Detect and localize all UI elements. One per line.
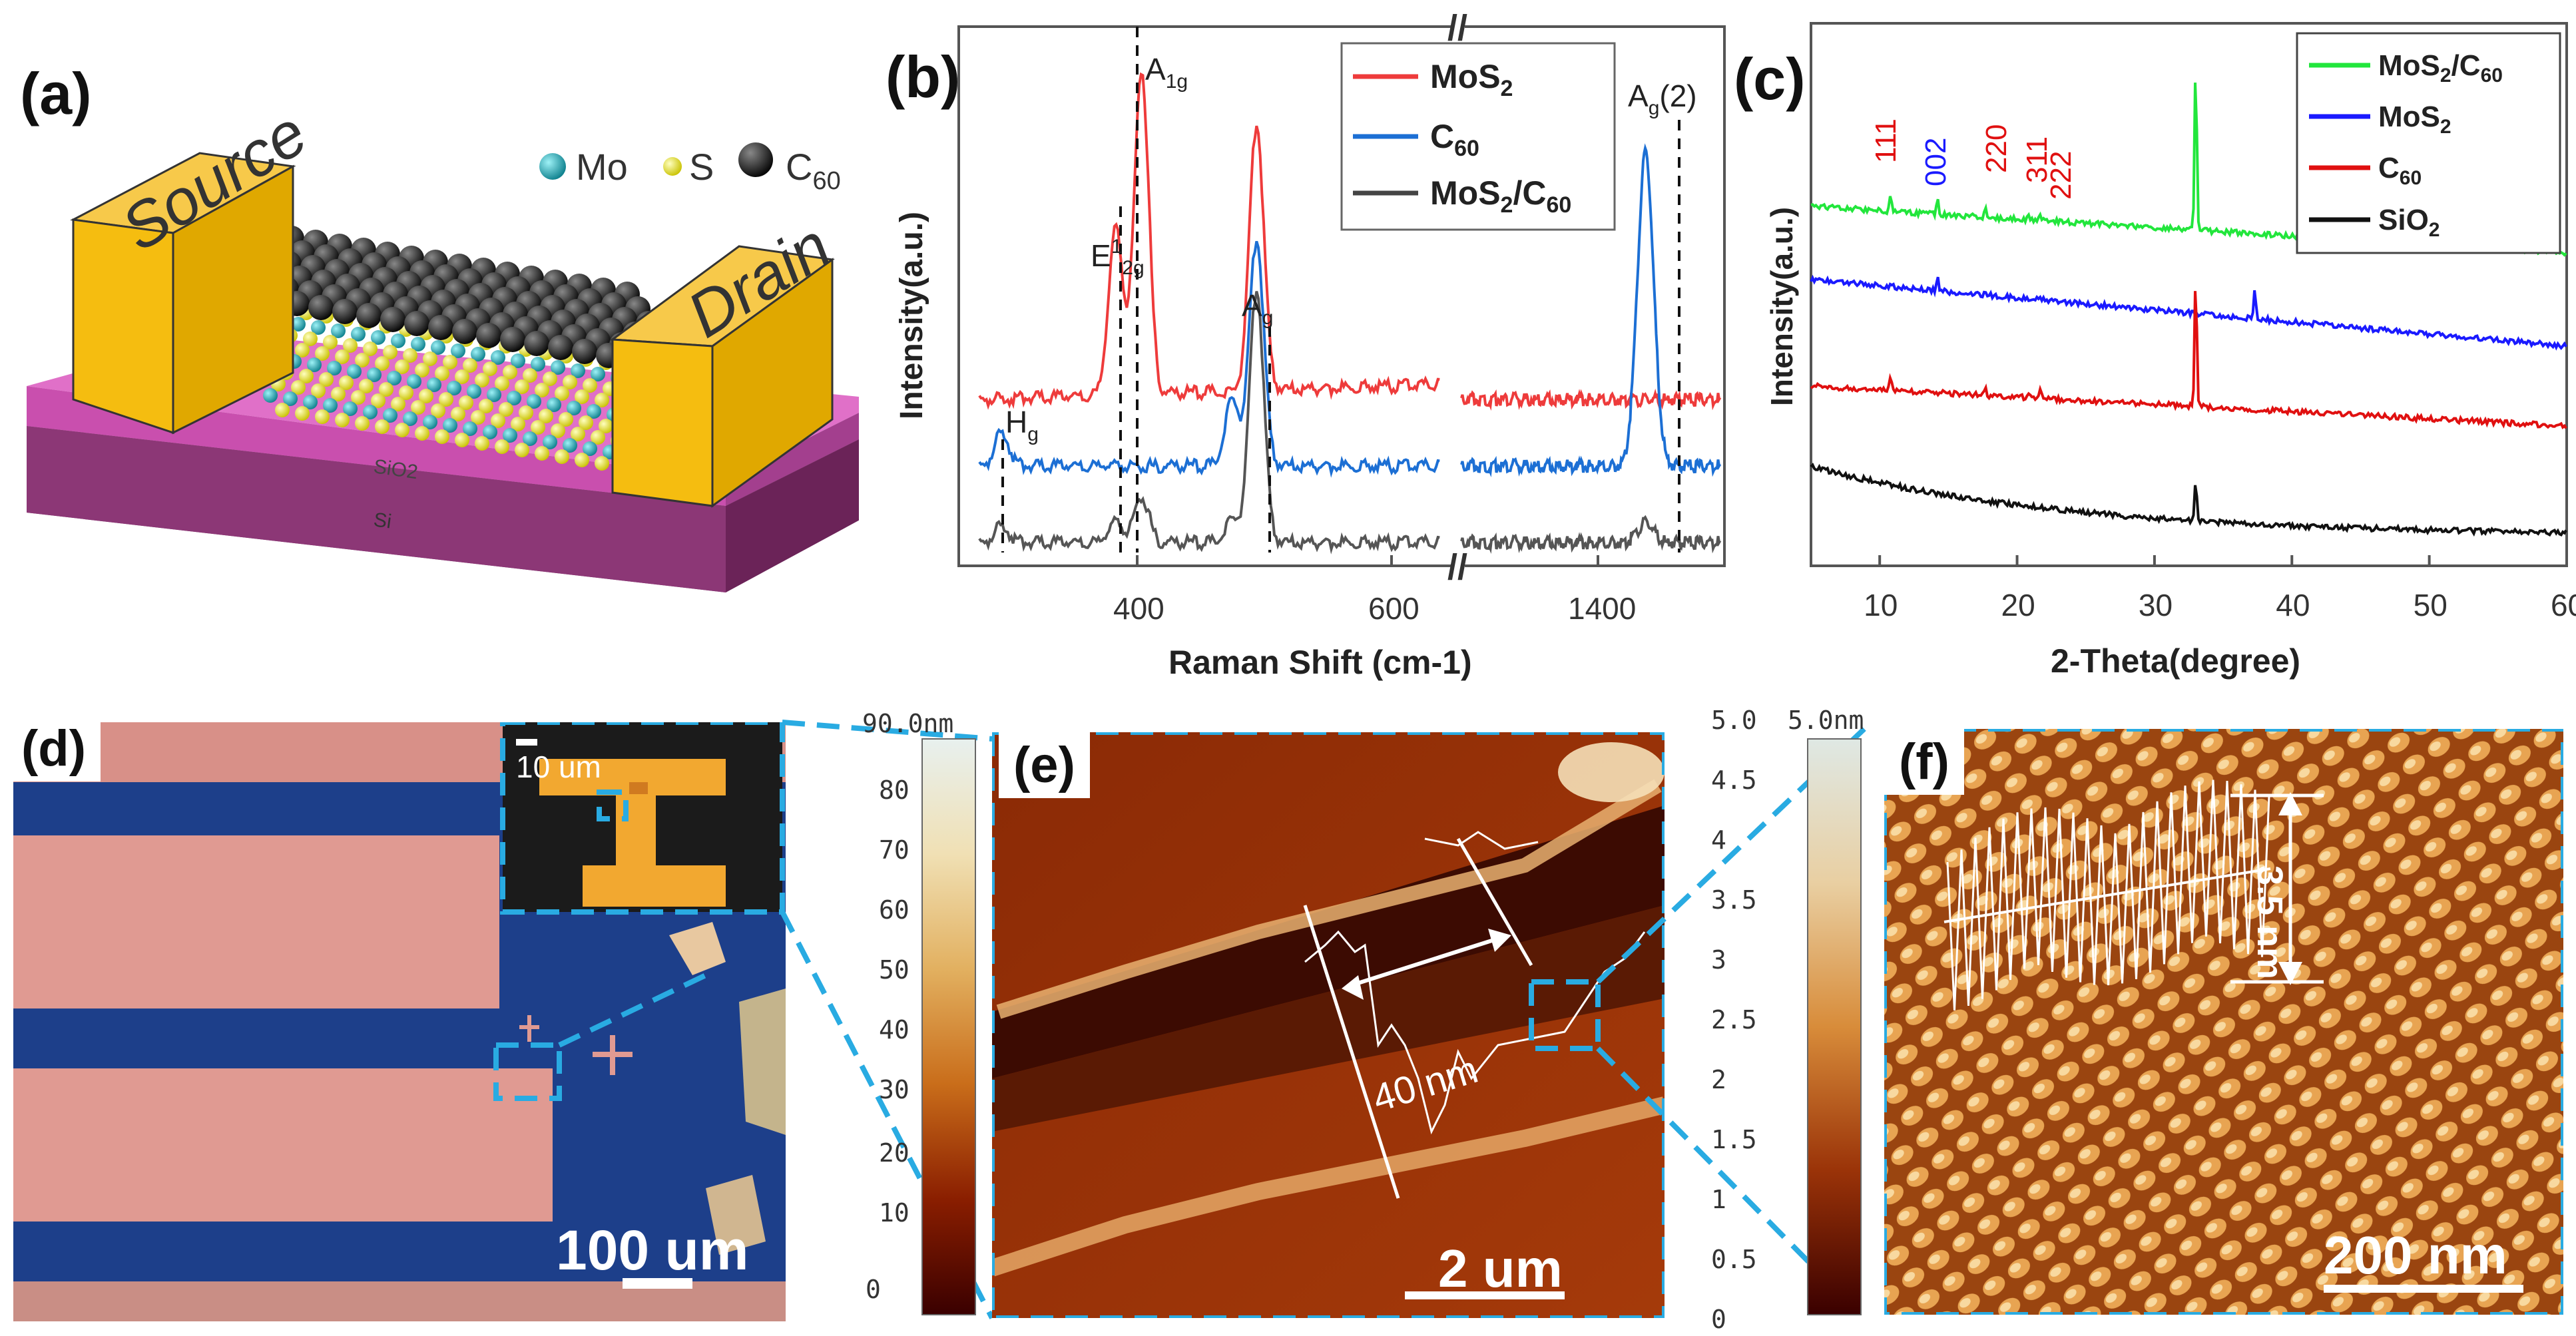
xrd-legend: MoS2/C60 MoS2 C60 SiO2 xyxy=(2296,32,2561,254)
xrd-xtick-30: 30 xyxy=(2139,588,2173,622)
panel-c-label: (c) xyxy=(1734,46,1806,112)
cbF-3.5: 3.5 xyxy=(1711,885,1757,915)
xrd-xtick-50: 50 xyxy=(2414,588,2447,622)
xrd-peak-002: 002 xyxy=(1920,138,1952,186)
cbE-40: 40 xyxy=(879,1015,909,1044)
xrd-xlabel: 2-Theta(degree) xyxy=(2051,642,2300,680)
f-measure-label: 3.5 nm xyxy=(2250,865,2290,980)
xrd-peak-222: 222 xyxy=(2045,151,2077,200)
cbF-1: 1 xyxy=(1711,1185,1726,1214)
panel-a: (a) SiO2 Si Source Drain xyxy=(0,0,859,666)
colorbar-e: 90.0nm 80 70 60 50 40 30 20 10 0 xyxy=(852,699,999,1331)
cbF-5: 5.0 xyxy=(1711,706,1757,735)
panel-e: 40 nm 2 um (e) xyxy=(992,732,1665,1318)
cbF-3: 3 xyxy=(1711,945,1726,975)
legend-s: S xyxy=(689,146,714,188)
raman-series-mos2-c60 xyxy=(978,291,1440,555)
raman-series-mos2 xyxy=(1460,388,1722,411)
colorbar-f: 5.0nm 5.0 4.5 4 3.5 3 2.5 2 1.5 1 0.5 0 xyxy=(1691,699,1891,1331)
panel-f-label: (f) xyxy=(1884,729,1964,795)
e-scale-label: 2 um xyxy=(1438,1239,1563,1298)
raman-series-c60 xyxy=(1460,143,1722,478)
xrd-xtick-10: 10 xyxy=(1864,588,1898,622)
peak-a1g: A1g xyxy=(1145,52,1188,93)
raman-xlabel: Raman Shift (cm-1) xyxy=(1168,644,1472,681)
raman-series-mos2-c60 xyxy=(1460,515,1722,555)
optical-micrograph xyxy=(13,722,786,1321)
cbE-top: 90.0nm xyxy=(862,709,953,738)
xrd-legend-mos2: MoS2 xyxy=(2378,101,2451,138)
cbE-10: 10 xyxy=(879,1198,909,1227)
raman-xtick-600: 600 xyxy=(1368,591,1419,626)
raman-legend: MoS2 C60 MoS2/C60 xyxy=(1340,42,1616,231)
xrd-peak-111: 111 xyxy=(1870,118,1902,163)
xrd-series-sio2 xyxy=(1810,462,2567,537)
cbE-70: 70 xyxy=(879,835,909,865)
xrd-peak-220: 220 xyxy=(1980,124,2013,173)
raman-legend-mos2: MoS2 xyxy=(1430,58,1513,101)
drain-electrode: Drain xyxy=(609,210,843,508)
si-label: Si xyxy=(372,509,393,533)
f-scale-label: 200 nm xyxy=(2324,1225,2507,1285)
xrd-xtick-60: 60 xyxy=(2551,588,2576,622)
cbE-30: 30 xyxy=(879,1075,909,1104)
xrd-series-mos2 xyxy=(1810,274,2567,351)
raman-ylabel: Intensity(a.u.) xyxy=(894,212,929,419)
inset-scale-label: 10 um xyxy=(516,750,601,784)
cbF-4: 4 xyxy=(1711,825,1726,855)
raman-series-c60 xyxy=(978,240,1440,478)
afm-image-e xyxy=(992,732,1665,1318)
raman-xtick-1400: 1400 xyxy=(1568,591,1636,626)
panel-b-label: (b) xyxy=(886,44,961,110)
raman-xtick-400: 400 xyxy=(1113,591,1164,626)
raman-series-mos2 xyxy=(978,72,1440,410)
cbE-60: 60 xyxy=(879,895,909,925)
cbE-20: 20 xyxy=(879,1138,909,1168)
svg-text://: // xyxy=(1447,547,1467,587)
xrd-xtick-20: 20 xyxy=(2001,588,2035,622)
cbF-4.5: 4.5 xyxy=(1711,766,1757,795)
cbF-2.5: 2.5 xyxy=(1711,1005,1757,1034)
peak-ag2: Ag(2) xyxy=(1628,79,1697,119)
panel-d-label: (d) xyxy=(7,716,101,781)
cbE-80: 80 xyxy=(879,776,909,805)
sio2-layer-side xyxy=(726,413,859,506)
peak-hg: Hg xyxy=(1005,405,1039,445)
cbF-1.5: 1.5 xyxy=(1711,1125,1757,1154)
cbF-0.5: 0.5 xyxy=(1711,1245,1757,1274)
raman-chart: // // Intensity(a.u.) Raman Shift (cm-1)… xyxy=(894,8,1726,681)
xrd-chart: Intensity(a.u.) 2-Theta(degree) 10 20 30 40… xyxy=(1764,22,2576,680)
panel-e-label: (e) xyxy=(999,732,1090,798)
xrd-xtick-40: 40 xyxy=(2276,588,2310,622)
afm-image-f xyxy=(1884,729,2563,1315)
cbE-50: 50 xyxy=(879,955,909,985)
xrd-ylabel: Intensity(a.u.) xyxy=(1764,207,1799,406)
legend-c60: C60 xyxy=(786,146,841,195)
device-schematic: SiO2 Si Source Drain Mo S C60 xyxy=(27,97,859,592)
svg-text://: // xyxy=(1447,8,1467,48)
cbE-0: 0 xyxy=(866,1275,881,1304)
xrd-series-c60 xyxy=(1810,291,2567,430)
xrd-peak-311: 311 xyxy=(2021,136,2053,183)
atom-legend: Mo S C60 xyxy=(539,142,841,195)
cbF-2: 2 xyxy=(1711,1065,1726,1094)
legend-mo: Mo xyxy=(576,146,628,188)
cbF-top: 5.0nm xyxy=(1788,706,1864,735)
panel-d: 10 um 100 um (d) xyxy=(7,716,786,1321)
panel-b: // // Intensity(a.u.) Raman Shift (cm-1)… xyxy=(859,0,1731,692)
d-scale-label: 100 um xyxy=(556,1219,749,1281)
cbF-0: 0 xyxy=(1711,1305,1726,1331)
panel-f: 3.5 nm 200 nm (f) xyxy=(1884,729,2563,1315)
panel-c: Intensity(a.u.) 2-Theta(degree) 10 20 30 40… xyxy=(1731,0,2576,692)
panel-a-label: (a) xyxy=(20,61,92,126)
